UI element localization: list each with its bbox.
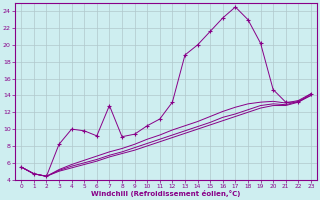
X-axis label: Windchill (Refroidissement éolien,°C): Windchill (Refroidissement éolien,°C) — [92, 190, 241, 197]
